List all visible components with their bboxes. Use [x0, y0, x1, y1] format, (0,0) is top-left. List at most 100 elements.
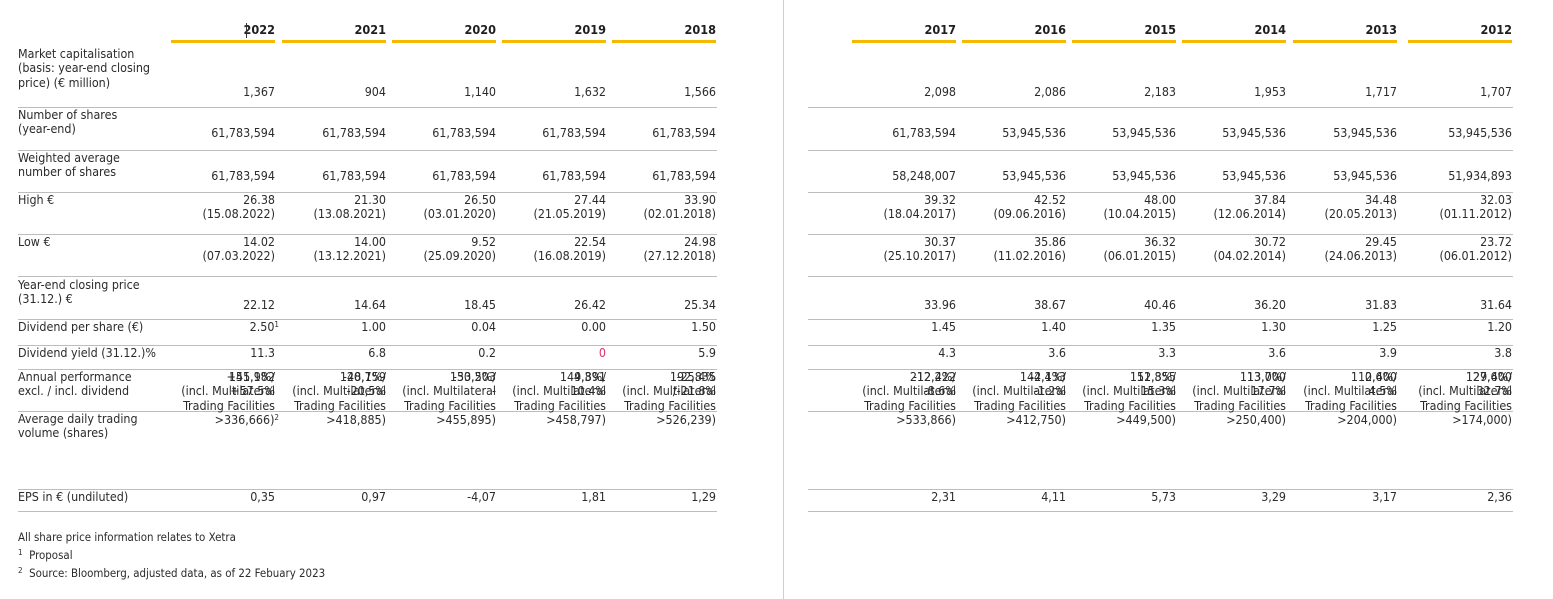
table-cell: 27.44 (21.05.2019) [533, 192, 606, 222]
header-rule-2017 [852, 40, 956, 43]
row-label: High € [18, 192, 55, 207]
table-cell: 3,17 [1372, 489, 1397, 504]
table-cell: 40.46 [1144, 297, 1176, 312]
table-cell: 21.30 (13.08.2021) [313, 192, 386, 222]
table-cell: 34.48 (20.05.2013) [1324, 192, 1397, 222]
table-cell: 2,31 [931, 489, 956, 504]
row-separator [808, 369, 1513, 370]
table-cell: 1,140 [464, 84, 496, 99]
year-header-2013: 2013 [1365, 22, 1397, 37]
table-cell: -25.4%/-21.8% [672, 369, 716, 399]
table-cell: 904 [364, 84, 386, 99]
table-cell: 149,891 (incl. Multilateral Trading Facili… [512, 369, 606, 428]
table-cell: 37.84 (12.06.2014) [1213, 192, 1286, 222]
table-cell: 53,945,536 [1333, 168, 1397, 183]
row-separator [18, 345, 717, 346]
header-rule-2016 [962, 40, 1066, 43]
header-rule-2020 [392, 40, 496, 43]
table-cell: 61,783,594 [652, 168, 716, 183]
table-cell: 3.3 [1158, 345, 1176, 360]
table-cell: 39.32 (18.04.2017) [883, 192, 956, 222]
table-cell: 11.3 [250, 345, 275, 360]
table-cell: 31.83 [1365, 297, 1397, 312]
year-header-2016: 2016 [1034, 22, 1066, 37]
table-cell: 129,400 (incl. Multilateral Trading Facili… [1418, 369, 1512, 428]
table-cell: 61,783,594 [892, 125, 956, 140]
year-header-2020: 2020 [464, 22, 496, 37]
table-cell: 36.32 (06.01.2015) [1103, 234, 1176, 264]
year-header-2018: 2018 [684, 22, 716, 37]
table-cell: 5,73 [1151, 489, 1176, 504]
table-cell: 2,183 [1144, 84, 1176, 99]
table-cell: 1.20 [1487, 319, 1512, 334]
row-label: Number of shares (year-end) [18, 107, 118, 137]
row-separator [808, 319, 1513, 320]
table-cell: 0.04 [471, 319, 496, 334]
table-cell: 61,783,594 [542, 125, 606, 140]
table-cell: 61,783,594 [432, 168, 496, 183]
table-cell: 53,945,536 [1112, 125, 1176, 140]
table-cell: 53,945,536 [1222, 125, 1286, 140]
table-cell: 36.20 [1254, 297, 1286, 312]
table-cell: 2,098 [924, 84, 956, 99]
table-cell: 53,945,536 [1448, 125, 1512, 140]
table-cell: 26.38 (15.08.2022) [202, 192, 275, 222]
table-cell: 14.64 [354, 297, 386, 312]
table-cell: 6.8 [368, 345, 386, 360]
table-cell: 153,503 (incl. Multilateral Trading Facili… [402, 369, 496, 428]
row-separator [808, 107, 1513, 108]
table-cell: 61,783,594 [211, 168, 275, 183]
table-cell: 5.9 [698, 345, 716, 360]
table-cell: 61,783,594 [211, 125, 275, 140]
table-cell: 11.8%/15.3% [1136, 369, 1176, 399]
footnote-ref: 2 [274, 413, 279, 423]
row-separator [18, 489, 717, 490]
highlighted-zero: 0 [598, 345, 606, 360]
table-cell: -4,07 [467, 489, 496, 504]
header-rule-2018 [612, 40, 716, 43]
header-rule-2013 [1293, 40, 1397, 43]
row-label: Average daily trading volume (shares) [18, 411, 138, 441]
row-separator [808, 345, 1513, 346]
row-separator [18, 107, 717, 108]
text-cursor [246, 23, 247, 38]
row-separator [808, 276, 1513, 277]
footnote-2: 2 Source: Bloomberg, adjusted data, as o… [18, 566, 326, 580]
table-cell: 3.6 [1048, 345, 1066, 360]
table-cell: 112,400 (incl. Multilateral Trading Facili… [1303, 369, 1397, 428]
table-cell: 9.52 (25.09.2020) [423, 234, 496, 264]
table-cell: -30.2%/- [452, 369, 496, 399]
table-cell: 53,945,536 [1333, 125, 1397, 140]
table-cell: 3.6 [1268, 345, 1286, 360]
table-cell: 53,945,536 [1002, 168, 1066, 183]
table-cell: 3.8 [1494, 345, 1512, 360]
table-cell: 212,422 (incl. Multilateral Trading Facili… [862, 369, 956, 428]
table-cell: 1,566 [684, 84, 716, 99]
table-cell: 48.00 (10.04.2015) [1103, 192, 1176, 222]
row-label: Year-end closing price (31.12.) € [18, 277, 140, 307]
table-cell: 61,783,594 [432, 125, 496, 140]
table-cell: +51.1%/+57.5% [226, 369, 275, 399]
table-cell: -20,7%/-20,5% [342, 369, 386, 399]
table-cell: 0,35 [250, 489, 275, 504]
table-cell: 0.00 [581, 319, 606, 334]
row-label: Dividend yield (31.12.)% [18, 345, 157, 360]
table-cell: 23.72 (06.01.2012) [1439, 234, 1512, 264]
row-separator [18, 369, 717, 370]
table-cell: 192,835 (incl. Multilateral Trading Facili… [622, 369, 716, 428]
table-cell: 2,086 [1034, 84, 1066, 99]
year-header-2017: 2017 [924, 22, 956, 37]
table-cell: 35.86 (11.02.2016) [993, 234, 1066, 264]
table-cell: 18.45 [464, 297, 496, 312]
table-cell: 38.67 [1034, 297, 1066, 312]
table-cell: 1.25 [1372, 319, 1397, 334]
table-cell: 1.40 [1041, 319, 1066, 334]
table-cell: 25.34 [684, 297, 716, 312]
table-cell: 1,81 [581, 489, 606, 504]
row-separator [808, 411, 1513, 412]
column-divider [783, 0, 784, 599]
table-cell: 1,717 [1365, 84, 1397, 99]
table-cell: 0.6%/4.5% [1364, 369, 1397, 399]
table-cell: 4.3 [938, 345, 956, 360]
table-cell: 148,159 (incl. Multilateral Trading Facili… [292, 369, 386, 428]
